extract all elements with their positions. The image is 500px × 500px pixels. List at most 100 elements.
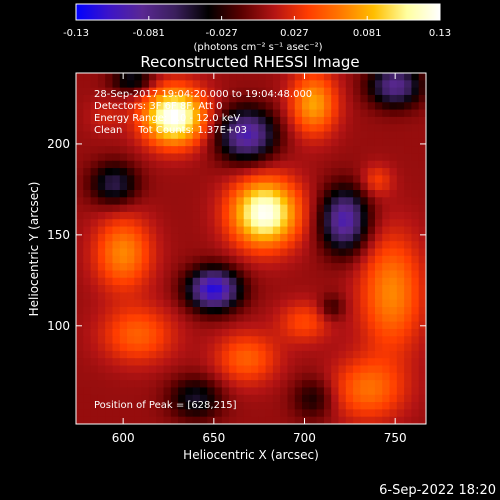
- heatmap-cell: [90, 182, 99, 191]
- heatmap-cell: [207, 204, 216, 213]
- heatmap-cell: [119, 109, 128, 118]
- heatmap-cell: [418, 94, 426, 103]
- heatmap-cell: [411, 263, 420, 272]
- heatmap-cell: [105, 299, 114, 308]
- heatmap-cell: [374, 255, 383, 264]
- heatmap-cell: [163, 73, 172, 81]
- heatmap-cell: [163, 409, 172, 418]
- heatmap-cell: [127, 73, 135, 81]
- heatmap-cell: [345, 277, 354, 286]
- heatmap-cell: [382, 241, 391, 250]
- heatmap-cell: [243, 343, 252, 352]
- heatmap-cell: [163, 153, 172, 162]
- heatmap-cell: [280, 116, 289, 125]
- heatmap-cell: [360, 343, 369, 352]
- heatmap-cell: [90, 241, 99, 250]
- heatmap-cell: [294, 87, 303, 96]
- heatmap-cell: [76, 314, 84, 323]
- heatmap-cell: [404, 285, 413, 293]
- heatmap-cell: [141, 365, 150, 374]
- heatmap-cell: [83, 380, 92, 389]
- heatmap-cell: [148, 299, 157, 308]
- heatmap-cell: [309, 343, 318, 352]
- heatmap-cell: [411, 233, 420, 242]
- heatmap-cell: [404, 241, 413, 250]
- heatmap-cell: [353, 211, 361, 220]
- heatmap-cell: [83, 416, 92, 424]
- heatmap-cell: [323, 124, 332, 133]
- heatmap-cell: [382, 197, 391, 206]
- heatmap-cell: [221, 226, 230, 235]
- heatmap-cell: [192, 138, 201, 147]
- heatmap-cell: [178, 416, 186, 424]
- heatmap-cell: [105, 116, 114, 125]
- heatmap-cell: [280, 285, 289, 293]
- heatmap-cell: [90, 277, 99, 286]
- heatmap-cell: [382, 160, 391, 169]
- heatmap-cell: [272, 175, 281, 184]
- heatmap-cell: [214, 233, 223, 242]
- heatmap-cell: [367, 394, 376, 403]
- heatmap-cell: [83, 73, 92, 81]
- heatmap-cell: [345, 175, 354, 184]
- heatmap-cell: [207, 94, 216, 103]
- heatmap-cell: [265, 87, 274, 96]
- heatmap-cell: [207, 394, 216, 403]
- heatmap-cell: [83, 131, 92, 140]
- heatmap-cell: [236, 255, 245, 264]
- heatmap-cell: [229, 124, 238, 133]
- heatmap-cell: [76, 138, 84, 147]
- heatmap-cell: [178, 197, 186, 206]
- heatmap-cell: [207, 190, 216, 198]
- heatmap-cell: [170, 226, 179, 235]
- heatmap-cell: [382, 109, 391, 118]
- heatmap-cell: [411, 102, 420, 111]
- heatmap-cell: [243, 102, 252, 111]
- heatmap-cell: [163, 102, 172, 111]
- heatmap-cell: [192, 255, 201, 264]
- heatmap-cell: [170, 233, 179, 242]
- heatmap-cell: [134, 409, 143, 418]
- heatmap-cell: [345, 336, 354, 345]
- heatmap-cell: [251, 219, 259, 228]
- heatmap-cell: [382, 190, 391, 198]
- heatmap-cell: [404, 416, 413, 424]
- heatmap-cell: [302, 372, 310, 381]
- heatmap-cell: [294, 211, 303, 220]
- heatmap-cell: [418, 80, 426, 89]
- heatmap-cell: [287, 387, 296, 396]
- heatmap-cell: [367, 175, 376, 184]
- heatmap-cell: [178, 131, 186, 140]
- heatmap-cell: [360, 138, 369, 147]
- heatmap-cell: [192, 175, 201, 184]
- heatmap-cell: [199, 168, 208, 176]
- heatmap-cell: [331, 350, 340, 359]
- heatmap-cell: [265, 321, 274, 330]
- heatmap-cell: [214, 336, 223, 345]
- heatmap-cell: [229, 168, 238, 176]
- heatmap-cell: [236, 124, 245, 133]
- heatmap-cell: [156, 233, 165, 242]
- heatmap-cell: [199, 394, 208, 403]
- heatmap-cell: [309, 365, 318, 374]
- heatmap-cell: [214, 394, 223, 403]
- heatmap-cell: [214, 241, 223, 250]
- heatmap-cell: [170, 380, 179, 389]
- heatmap-cell: [199, 321, 208, 330]
- heatmap-cell: [294, 277, 303, 286]
- heatmap-cell: [251, 350, 259, 359]
- heatmap-cell: [345, 226, 354, 235]
- heatmap-cell: [134, 321, 143, 330]
- heatmap-cell: [258, 241, 267, 250]
- heatmap-cell: [207, 336, 216, 345]
- heatmap-cell: [170, 336, 179, 345]
- heatmap-cell: [243, 321, 252, 330]
- heatmap-cell: [331, 285, 340, 293]
- heatmap-cell: [141, 116, 150, 125]
- heatmap-cell: [163, 168, 172, 176]
- heatmap-cell: [199, 153, 208, 162]
- heatmap-cell: [367, 146, 376, 155]
- heatmap-cell: [243, 314, 252, 323]
- heatmap-cell: [272, 190, 281, 198]
- heatmap-cell: [338, 365, 347, 374]
